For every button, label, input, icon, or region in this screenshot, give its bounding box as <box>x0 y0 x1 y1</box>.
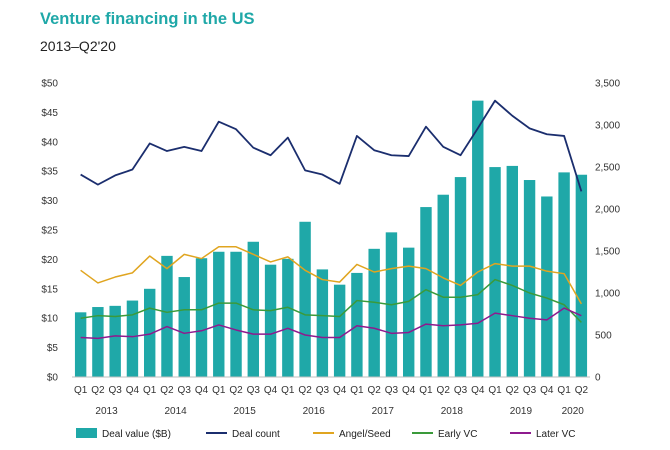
right-axis-tick: 3,500 <box>595 79 620 90</box>
right-axis-tick: 2,500 <box>595 163 620 174</box>
deal-value-bar <box>437 194 449 377</box>
x-axis-quarter-label: Q4 <box>333 385 347 396</box>
deal-value-bar <box>333 284 346 377</box>
deal-value-bar <box>126 300 139 377</box>
deal-value-bar <box>420 207 432 377</box>
early-vc-line <box>80 278 582 323</box>
x-axis-year-label: 2020 <box>562 406 585 417</box>
x-axis-quarter-label: Q2 <box>437 385 451 396</box>
x-axis-quarter-label: Q1 <box>74 385 88 396</box>
deal-value-bar <box>178 277 190 377</box>
x-axis-quarter-label: Q4 <box>126 385 140 396</box>
deal-value-bar <box>92 307 104 377</box>
deal-count-line <box>80 99 583 192</box>
x-axis-quarter-label: Q1 <box>281 385 295 396</box>
left-axis-tick: $35 <box>41 167 58 178</box>
x-axis-year-label: 2017 <box>372 406 395 417</box>
x-axis-quarter-label: Q2 <box>575 385 589 396</box>
left-axis-tick: $0 <box>47 373 59 384</box>
legend-label: Deal count <box>232 429 280 440</box>
x-axis-quarter-label: Q1 <box>557 385 571 396</box>
right-axis-tick: 0 <box>595 373 601 384</box>
deal-value-bar <box>316 269 329 377</box>
later-vc-line <box>80 307 582 340</box>
x-axis-year-label: 2018 <box>441 406 464 417</box>
left-axis-tick: $10 <box>41 314 58 325</box>
x-axis-quarter-label: Q3 <box>316 385 330 396</box>
deal-value-bar <box>351 272 363 377</box>
deal-value-bar <box>403 247 415 377</box>
right-axis-tick: 1,500 <box>595 247 620 258</box>
x-axis-quarter-label: Q4 <box>471 385 485 396</box>
x-axis-year-label: 2016 <box>303 406 326 417</box>
deal-value-bar <box>282 258 294 377</box>
x-axis-quarter-label: Q3 <box>385 385 399 396</box>
deal-value-bar <box>144 288 156 377</box>
chart-subtitle: 2013–Q2'20 <box>40 38 116 54</box>
x-axis-quarter-label: Q1 <box>143 385 157 396</box>
x-axis-quarter-label: Q2 <box>91 385 105 396</box>
left-axis-tick: $25 <box>41 226 58 237</box>
x-axis-quarter-label: Q1 <box>212 385 226 396</box>
deal-value-bar <box>454 177 467 377</box>
chart-title: Venture financing in the US <box>40 10 255 28</box>
deal-value-bar <box>230 251 242 377</box>
legend-label: Angel/Seed <box>339 429 391 440</box>
x-axis-quarter-label: Q1 <box>419 385 433 396</box>
deal-value-bar <box>575 174 588 377</box>
x-axis-quarter-label: Q1 <box>488 385 502 396</box>
left-axis-tick: $40 <box>41 137 58 148</box>
deal-value-bar <box>264 264 277 377</box>
deal-value-bar <box>161 255 173 377</box>
x-axis-quarter-label: Q3 <box>178 385 192 396</box>
left-axis-tick: $5 <box>47 343 59 354</box>
deal-value-bar <box>109 305 121 377</box>
right-axis-tick: 1,000 <box>595 289 620 300</box>
legend-swatch-bar <box>76 428 97 438</box>
x-axis-quarter-label: Q3 <box>523 385 537 396</box>
x-axis-year-label: 2014 <box>164 406 187 417</box>
x-axis-quarter-label: Q2 <box>298 385 312 396</box>
x-axis-quarter-label: Q4 <box>195 385 209 396</box>
deal-value-bar <box>472 100 484 377</box>
x-axis-quarter-label: Q2 <box>229 385 243 396</box>
left-axis-tick: $50 <box>41 79 58 90</box>
deal-value-bar <box>213 251 225 377</box>
x-axis-quarter-label: Q1 <box>350 385 364 396</box>
right-axis-tick: 2,000 <box>595 205 620 216</box>
right-axis-tick: 500 <box>595 331 612 342</box>
deal-value-bar <box>195 258 208 377</box>
deal-value-bar <box>506 165 518 377</box>
x-axis-quarter-label: Q3 <box>247 385 261 396</box>
left-axis-tick: $20 <box>41 255 58 266</box>
x-axis-quarter-label: Q3 <box>454 385 468 396</box>
x-axis-quarter-label: Q4 <box>264 385 278 396</box>
x-axis-year-label: 2013 <box>95 406 118 417</box>
x-axis-year-label: 2015 <box>234 406 257 417</box>
x-axis-quarter-label: Q4 <box>540 385 554 396</box>
legend-label: Early VC <box>438 429 477 440</box>
right-axis-tick: 3,000 <box>595 121 620 132</box>
x-axis-quarter-label: Q2 <box>367 385 381 396</box>
x-axis-quarter-label: Q2 <box>160 385 174 396</box>
deal-value-bar <box>368 248 380 377</box>
deal-value-bar <box>299 221 311 377</box>
x-axis-quarter-label: Q4 <box>402 385 416 396</box>
left-axis-tick: $30 <box>41 196 58 207</box>
deal-value-bar <box>541 196 553 377</box>
legend-label: Later VC <box>536 429 575 440</box>
left-axis-tick: $15 <box>41 284 58 295</box>
deal-value-bar <box>74 312 87 377</box>
legend-label: Deal value ($B) <box>102 429 171 440</box>
x-axis-year-label: 2019 <box>510 406 533 417</box>
x-axis-quarter-label: Q2 <box>506 385 520 396</box>
deal-value-bar <box>489 167 501 377</box>
angel-seed-line <box>80 246 583 305</box>
left-axis-tick: $45 <box>41 108 58 119</box>
x-axis-quarter-label: Q3 <box>108 385 122 396</box>
deal-value-bar <box>523 180 536 377</box>
